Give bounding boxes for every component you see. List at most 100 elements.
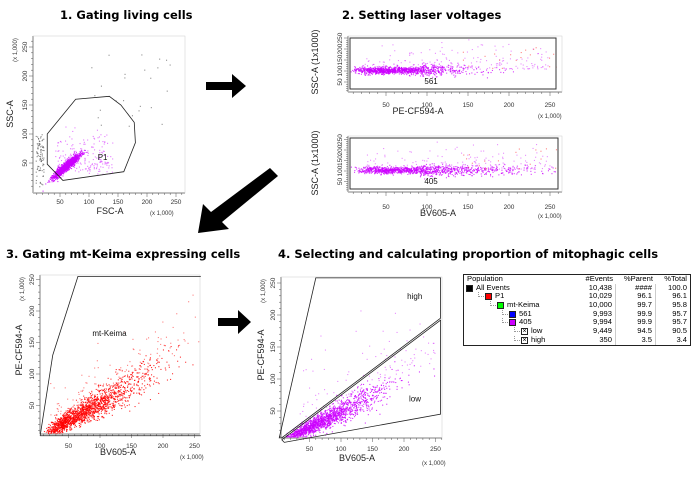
event-dot [406,69,408,71]
event-dot [443,168,445,170]
event-dot [503,174,505,176]
event-dot [404,167,406,169]
event-dot [419,171,421,173]
event-dot [512,170,514,172]
event-dot [435,76,437,78]
event-dot [427,170,429,172]
event-dot [427,69,429,71]
event-dot [122,402,124,404]
event-dot [73,158,75,160]
event-dot [480,173,482,175]
event-dot [70,164,72,166]
event-dot [406,68,408,70]
event-dot [408,168,410,170]
event-dot [362,168,364,170]
event-dot [370,68,372,70]
event-dot [427,157,429,159]
event-dot [38,140,40,142]
event-dot [405,171,407,173]
event-dot [446,168,448,170]
event-dot [80,148,82,150]
event-dot [443,168,445,170]
event-dot [431,172,433,174]
event-dot [121,399,123,401]
event-dot [365,171,367,173]
event-dot [471,164,473,166]
event-dot [41,140,43,142]
event-dot [367,171,369,173]
event-dot [423,67,425,69]
event-dot [401,171,403,173]
event-dot [416,171,418,173]
event-dot [77,154,79,156]
event-dot [488,168,490,170]
event-dot [363,69,365,71]
event-dot [491,166,493,168]
event-dot [436,171,438,173]
event-dot [504,69,506,71]
event-dot [417,64,419,66]
event-dot [178,345,180,347]
event-dot [356,69,358,71]
event-dot [373,160,375,162]
event-dot [420,68,422,70]
event-dot [42,175,44,177]
event-dot [503,163,505,165]
event-dot [35,180,37,182]
event-dot [423,172,425,174]
event-dot [407,70,409,72]
event-dot [372,168,374,170]
event-dot [79,143,81,145]
event-dot [391,68,393,70]
event-dot [358,170,360,172]
event-dot [57,160,59,162]
event-dot [421,166,423,168]
event-dot [502,162,504,164]
event-dot [430,63,432,65]
event-dot [59,167,61,169]
event-dot [549,66,551,68]
event-dot [36,152,38,154]
event-dot [386,172,388,174]
x-tick-label: 50 [382,102,390,109]
event-dot [391,67,393,69]
event-dot [403,68,405,70]
event-dot [451,49,453,51]
event-dot [93,143,95,145]
event-dot [114,398,116,400]
event-dot [71,138,73,140]
event-dot [385,172,387,174]
event-dot [408,70,410,72]
event-dot [43,164,45,166]
y-multiplier-label: (x 1,000) [20,277,26,301]
event-dot [499,59,501,61]
event-dot [411,171,413,173]
event-dot [373,169,375,171]
event-dot [380,68,382,70]
event-dot [439,72,441,74]
event-dot [430,169,432,171]
event-dot [454,169,456,171]
event-dot [68,156,70,158]
event-dot [36,151,38,153]
event-dot [467,167,469,169]
event-dot [128,125,130,127]
event-dot [105,401,107,403]
event-dot [61,172,63,174]
event-dot [106,413,108,415]
event-dot [378,169,380,171]
event-dot [406,167,408,169]
event-dot [369,74,371,76]
event-dot [531,65,533,67]
event-dot [406,67,408,69]
event-dot [423,173,425,175]
event-dot [471,65,473,67]
event-dot [451,168,453,170]
event-dot [405,70,407,72]
event-dot [459,171,461,173]
event-dot [434,70,436,72]
event-dot [378,70,380,72]
event-dot [462,67,464,69]
event-dot [482,172,484,174]
event-dot [437,69,439,71]
